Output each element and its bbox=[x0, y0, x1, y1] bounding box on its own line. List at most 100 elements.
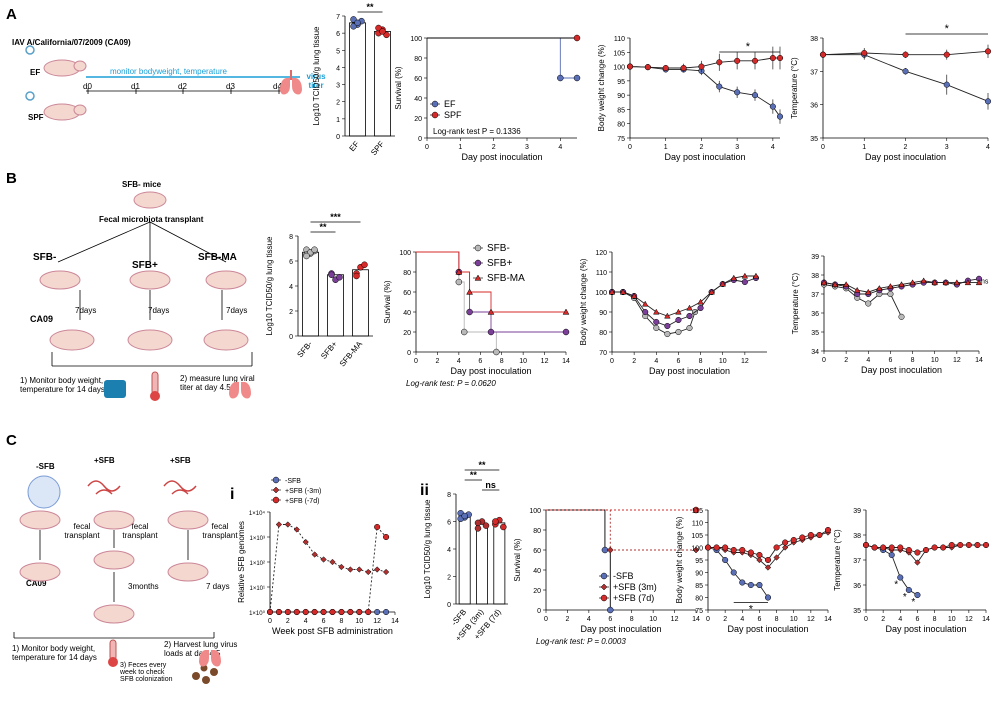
category-label: EF bbox=[348, 139, 362, 153]
y-tick-label: 105 bbox=[613, 50, 625, 57]
y-tick-label: 37 bbox=[811, 292, 819, 299]
data-point bbox=[662, 64, 669, 72]
x-tick-label: 8 bbox=[933, 616, 937, 623]
data-point bbox=[887, 283, 894, 289]
data-point bbox=[898, 281, 905, 287]
x-tick-label: 2 bbox=[286, 618, 290, 625]
y-tick-label: 8 bbox=[447, 492, 451, 499]
legend-label: SFB- bbox=[487, 243, 510, 254]
y-tick-label: 6 bbox=[289, 259, 293, 266]
y-axis-label: Survival (%) bbox=[513, 538, 522, 581]
data-point bbox=[739, 579, 746, 586]
annotation: ns bbox=[981, 279, 989, 286]
y-tick-label: 6 bbox=[447, 520, 451, 527]
y-axis-label: Body weight change (%) bbox=[579, 258, 588, 345]
data-point bbox=[975, 279, 983, 286]
x-axis-label: Day post inoculation bbox=[580, 624, 661, 634]
y-tick-label: 0 bbox=[447, 602, 451, 609]
data-point bbox=[302, 608, 309, 616]
data-point bbox=[984, 98, 992, 105]
y-tick-label: 7 bbox=[336, 14, 340, 21]
y-tick-label: 4 bbox=[447, 547, 451, 554]
y-tick-label: 37 bbox=[853, 558, 861, 565]
legend-marker bbox=[474, 244, 482, 252]
data-point bbox=[964, 279, 972, 286]
mice-label-b: SFB- mice bbox=[122, 180, 162, 189]
annotation: Log-rank test: P = 0.0620 bbox=[406, 379, 496, 388]
fecal-label-c1: fecal transplant bbox=[64, 522, 100, 540]
transplant-label-b: Fecal microbiota transplant bbox=[99, 215, 204, 224]
data-point bbox=[675, 308, 682, 315]
category-label: SFB-MA bbox=[338, 339, 365, 368]
chart-C-temp: 35 36 37 38 39 0 2 4 6 8 10 12 14 Day post inoculatio… bbox=[833, 508, 990, 634]
data-point bbox=[730, 569, 737, 576]
data-point bbox=[730, 274, 738, 281]
y-tick-label: 4 bbox=[336, 65, 340, 72]
data-point bbox=[861, 49, 868, 57]
x-tick-label: 12 bbox=[541, 358, 549, 365]
data-point bbox=[897, 544, 904, 551]
legend-marker bbox=[431, 100, 439, 108]
data-point bbox=[764, 564, 772, 571]
x-tick-label: 12 bbox=[965, 616, 973, 623]
scale-icon bbox=[104, 380, 126, 398]
x-tick-label: 4 bbox=[740, 616, 744, 623]
y-tick-label: 20 bbox=[403, 330, 411, 337]
data-point bbox=[487, 328, 495, 336]
data-point bbox=[722, 556, 729, 564]
strain-label-a: IAV A/California/07/2009 (CA09) bbox=[12, 38, 131, 47]
legend-marker bbox=[600, 594, 608, 602]
x-tick-label: 10 bbox=[355, 618, 363, 625]
y-tick-label: 80 bbox=[403, 270, 411, 277]
data-point bbox=[697, 298, 704, 305]
data-point bbox=[781, 544, 789, 551]
significance-label: ** bbox=[478, 460, 486, 470]
x-tick-label: 6 bbox=[608, 616, 612, 623]
data-point bbox=[466, 308, 473, 316]
y-tick-label: 110 bbox=[692, 521, 703, 528]
x-tick-label: 2 bbox=[435, 358, 439, 365]
annotation: Log-rank test P = 0.1336 bbox=[433, 127, 521, 136]
thermometer-icon-c bbox=[108, 639, 118, 667]
data-point bbox=[719, 280, 726, 287]
data-point bbox=[974, 541, 981, 549]
data-point bbox=[807, 531, 814, 539]
panel-label-a: A bbox=[6, 6, 17, 23]
data-point bbox=[311, 551, 318, 558]
data-point bbox=[302, 538, 309, 546]
data-point bbox=[573, 34, 581, 42]
series-line bbox=[269, 524, 387, 613]
data-point bbox=[853, 286, 861, 293]
data-point bbox=[931, 279, 938, 286]
y-tick-label: 100 bbox=[529, 508, 541, 515]
y-tick-label: 40 bbox=[403, 310, 411, 317]
data-point bbox=[902, 68, 909, 75]
x-tick-label: 6 bbox=[888, 357, 892, 364]
data-point bbox=[482, 522, 490, 529]
x-axis-label: Day post inoculation bbox=[450, 366, 531, 376]
data-point bbox=[329, 558, 336, 566]
data-point bbox=[606, 546, 614, 554]
y-tick-label: 80 bbox=[533, 528, 541, 535]
chart-A-weight: 75 80 85 90 95 100 105 110 0 1 2 3 4 Day post inocula… bbox=[597, 36, 784, 162]
data-point bbox=[365, 568, 372, 576]
data-point bbox=[266, 608, 274, 616]
data-point bbox=[824, 526, 832, 534]
y-tick-label: 20 bbox=[533, 588, 541, 595]
data-point bbox=[626, 63, 634, 70]
mouse-icon bbox=[43, 59, 87, 121]
chart-B-titer: 0 2 4 6 8 Log10 TCID50/g lung tissue SFB- SFB+S… bbox=[265, 212, 373, 368]
chart-B-weight: 70 80 90 100 110 120 0 2 4 6 8 10 12 Day post inocula… bbox=[579, 250, 767, 376]
data-point bbox=[353, 272, 360, 280]
y-tick-label: 1×10¹ bbox=[249, 586, 265, 592]
data-point bbox=[948, 541, 955, 549]
data-point bbox=[942, 279, 950, 286]
x-tick-label: 2 bbox=[492, 144, 496, 151]
legend-label: +SFB (-3m) bbox=[285, 488, 321, 495]
x-axis-label: Day post inoculation bbox=[727, 624, 808, 634]
data-point bbox=[487, 308, 495, 315]
x-tick-label: 4 bbox=[866, 357, 870, 364]
data-point bbox=[374, 523, 381, 531]
